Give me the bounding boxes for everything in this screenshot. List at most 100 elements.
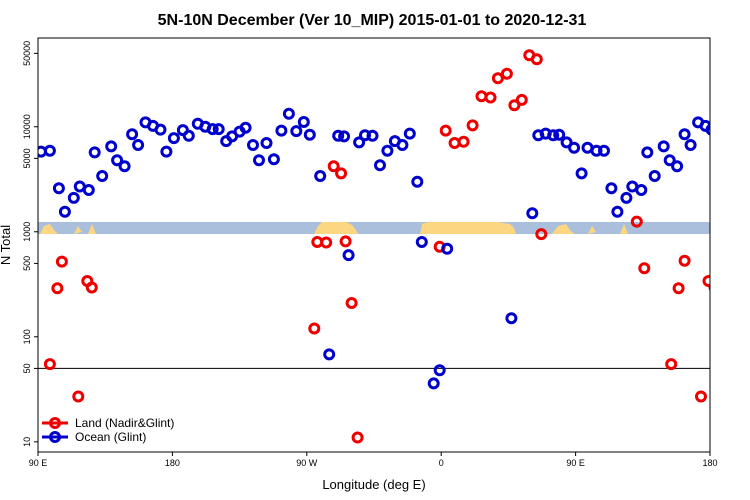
- ocean-point: [671, 160, 684, 173]
- ocean-point: [160, 145, 173, 158]
- ocean-point: [82, 184, 95, 196]
- legend-marker-land: [49, 417, 61, 429]
- ocean-point: [505, 312, 518, 325]
- land-point: [308, 322, 321, 335]
- y-axis-label: N Total: [0, 225, 13, 265]
- map-band-land-islands-4: [620, 224, 628, 234]
- ocean-point: [663, 154, 676, 167]
- y-tick-label: 10: [22, 437, 32, 447]
- ocean-point: [111, 154, 124, 167]
- land-point: [665, 358, 678, 371]
- ocean-point: [105, 140, 118, 153]
- ocean-point: [678, 128, 691, 141]
- ocean-point: [239, 121, 252, 134]
- ocean-point: [253, 154, 265, 167]
- ocean-point: [275, 124, 288, 137]
- ocean-point: [705, 123, 710, 136]
- y-axis: 10 50 100 500 1000 5000 10000 50000: [22, 41, 38, 447]
- ocean-point: [411, 175, 424, 188]
- map-band-ocean: [38, 222, 710, 234]
- land-point: [51, 282, 64, 295]
- land-point: [702, 275, 710, 287]
- ocean-point: [635, 184, 648, 196]
- plot-marks: [38, 49, 710, 444]
- ocean-point: [641, 146, 654, 159]
- ocean-point: [96, 170, 109, 182]
- ocean-point: [374, 159, 386, 172]
- land-point: [638, 262, 651, 275]
- ocean-point: [282, 107, 295, 120]
- ocean-point: [433, 364, 446, 377]
- land-point: [530, 53, 543, 66]
- ocean-point: [342, 249, 355, 262]
- ocean-point: [605, 182, 618, 195]
- y-tick-label: 10000: [22, 114, 32, 139]
- ocean-point: [547, 129, 560, 142]
- land-point: [320, 236, 333, 249]
- legend-marker-ocean: [49, 431, 61, 443]
- x-tick-label: 90 E: [566, 458, 585, 468]
- ocean-point: [118, 160, 131, 173]
- map-band-land-asia: [40, 224, 58, 234]
- map-band-land-americas: [314, 222, 358, 234]
- ocean-point: [303, 128, 316, 141]
- ocean-point: [553, 128, 566, 141]
- ocean-point: [396, 139, 409, 151]
- land-point: [630, 215, 643, 228]
- y-tick-label: 100: [22, 329, 32, 344]
- ocean-point: [182, 129, 195, 142]
- ocean-point: [441, 242, 454, 255]
- y-tick-label: 500: [22, 256, 32, 271]
- land-point: [695, 390, 707, 403]
- ocean-point: [575, 167, 588, 180]
- ocean-point: [314, 170, 327, 182]
- ocean-point: [126, 128, 139, 141]
- land-point: [672, 282, 685, 295]
- ocean-point: [611, 205, 624, 218]
- ocean-point: [52, 182, 65, 195]
- ocean-point: [366, 129, 379, 142]
- land-point: [500, 67, 513, 80]
- x-tick-label: 180: [702, 458, 717, 468]
- ocean-point: [267, 153, 280, 166]
- map-band-land-asia-right: [552, 224, 574, 234]
- ocean-point: [684, 139, 697, 151]
- land-point: [339, 235, 352, 248]
- map-band: [38, 222, 710, 234]
- ocean-point: [206, 123, 219, 136]
- ocean-point: [323, 348, 336, 361]
- land-point: [55, 255, 68, 268]
- series-ocean: [38, 107, 710, 390]
- ocean-point: [212, 123, 225, 136]
- ocean-point: [297, 116, 310, 128]
- land-point: [351, 431, 364, 444]
- ocean-point: [526, 207, 539, 220]
- land-point: [678, 254, 691, 267]
- y-tick-label: 50000: [22, 41, 32, 66]
- ocean-point: [167, 132, 180, 145]
- land-point: [508, 99, 521, 112]
- ocean-point: [247, 139, 259, 151]
- ocean-point: [403, 127, 416, 140]
- land-point: [515, 93, 528, 106]
- legend: Land (Nadir&Glint) Ocean (Glint): [42, 416, 174, 444]
- ocean-point: [427, 377, 440, 390]
- ocean-point: [620, 191, 633, 204]
- ocean-point: [88, 146, 101, 159]
- x-axis: 90 E 180 90 W 0 90 E 180: [29, 452, 718, 468]
- land-point: [345, 297, 358, 309]
- ocean-point: [648, 170, 661, 182]
- land-point: [335, 167, 348, 180]
- ocean-point: [338, 130, 351, 143]
- x-tick-label: 90 W: [296, 458, 318, 468]
- land-point: [72, 390, 85, 403]
- ocean-point: [332, 129, 345, 142]
- ocean-point: [154, 123, 167, 136]
- legend-label-ocean: Ocean (Glint): [75, 430, 146, 444]
- ocean-point: [290, 125, 303, 138]
- ocean-point: [598, 144, 610, 157]
- legend-label-land: Land (Nadir&Glint): [75, 416, 174, 430]
- map-band-land-islands-2: [88, 224, 96, 234]
- legend-item-land: Land (Nadir&Glint): [42, 416, 174, 430]
